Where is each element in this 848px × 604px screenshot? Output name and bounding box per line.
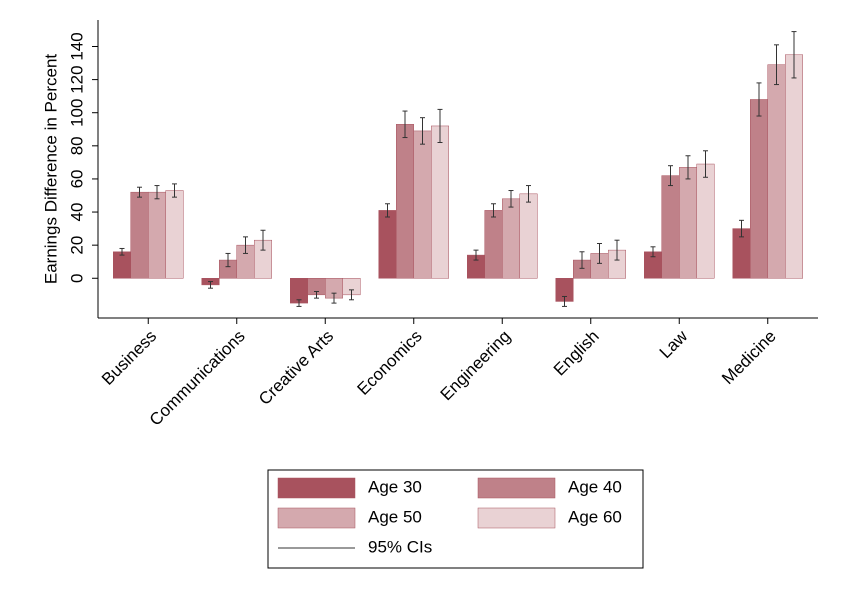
- error-bar: [296, 299, 302, 307]
- legend-label: Age 40: [568, 477, 622, 496]
- bar: [148, 191, 166, 279]
- error-bar: [402, 110, 408, 139]
- legend-label: 95% CIs: [368, 537, 432, 556]
- error-bar: [703, 150, 708, 178]
- error-bar: [385, 203, 390, 218]
- error-bar: [508, 190, 514, 208]
- bar: [130, 191, 149, 279]
- error-bar: [756, 82, 762, 117]
- x-tick-label: Creative Arts: [255, 327, 337, 409]
- x-tick-label: Medicine: [718, 327, 780, 389]
- error-bar: [668, 165, 673, 187]
- y-tick-label: 20: [67, 236, 86, 255]
- error-bar: [260, 229, 266, 251]
- legend-label: Age 30: [368, 477, 422, 496]
- x-tick-label: Communications: [146, 327, 249, 430]
- y-axis-label: Earnings Difference in Percent: [41, 54, 60, 285]
- y-tick-label: 140: [67, 32, 86, 60]
- legend-swatch: [477, 507, 556, 529]
- legend-swatch: [277, 477, 356, 499]
- error-bar: [774, 44, 779, 86]
- error-bar: [791, 31, 797, 79]
- x-tick-label: Economics: [354, 327, 426, 399]
- bar: [396, 124, 414, 279]
- error-bar: [420, 117, 425, 145]
- legend-label: Age 60: [568, 507, 622, 526]
- y-tick-label: 40: [67, 203, 86, 222]
- bar: [767, 64, 786, 279]
- bar: [696, 163, 715, 279]
- x-tick-label: Engineering: [437, 327, 515, 405]
- error-bar: [473, 249, 479, 261]
- error-bar: [562, 295, 567, 307]
- error-bar: [137, 186, 142, 198]
- legend-label: Age 50: [368, 507, 422, 526]
- error-bar: [437, 108, 443, 144]
- bar: [413, 130, 432, 279]
- bar: [113, 251, 131, 279]
- error-bar: [154, 185, 160, 200]
- error-bar: [526, 185, 531, 203]
- error-bar: [119, 247, 125, 256]
- y-tick-label: 80: [67, 136, 86, 155]
- bar: [750, 99, 768, 279]
- error-bar: [172, 183, 177, 198]
- y-tick-label: 100: [67, 99, 86, 127]
- legend-swatch: [477, 477, 556, 499]
- error-bar: [225, 252, 231, 268]
- error-bar: [579, 251, 585, 269]
- error-bar: [491, 203, 496, 218]
- bar: [484, 210, 503, 279]
- bar: [431, 125, 449, 279]
- error-bar: [349, 289, 354, 301]
- y-tick-label: 0: [67, 274, 86, 283]
- error-bar: [650, 246, 656, 258]
- error-bar: [314, 291, 319, 299]
- y-tick-label: 120: [67, 65, 86, 93]
- x-tick-label: Business: [98, 327, 160, 389]
- x-tick-label: Law: [656, 326, 692, 362]
- y-tick-label: 60: [67, 169, 86, 188]
- bar: [502, 198, 520, 279]
- legend-swatch: [277, 507, 356, 529]
- error-bar: [614, 239, 620, 261]
- bar: [165, 190, 184, 279]
- error-bar: [685, 155, 691, 180]
- bar: [785, 54, 803, 279]
- bar: [519, 193, 538, 279]
- bar: [661, 175, 680, 279]
- error-bar: [597, 243, 602, 264]
- error-bar: [739, 219, 744, 238]
- x-tick-label: English: [550, 327, 603, 380]
- error-bar: [243, 236, 248, 254]
- bar: [378, 210, 397, 279]
- bar: [679, 167, 697, 279]
- error-bar: [208, 281, 213, 289]
- error-bar: [331, 292, 337, 304]
